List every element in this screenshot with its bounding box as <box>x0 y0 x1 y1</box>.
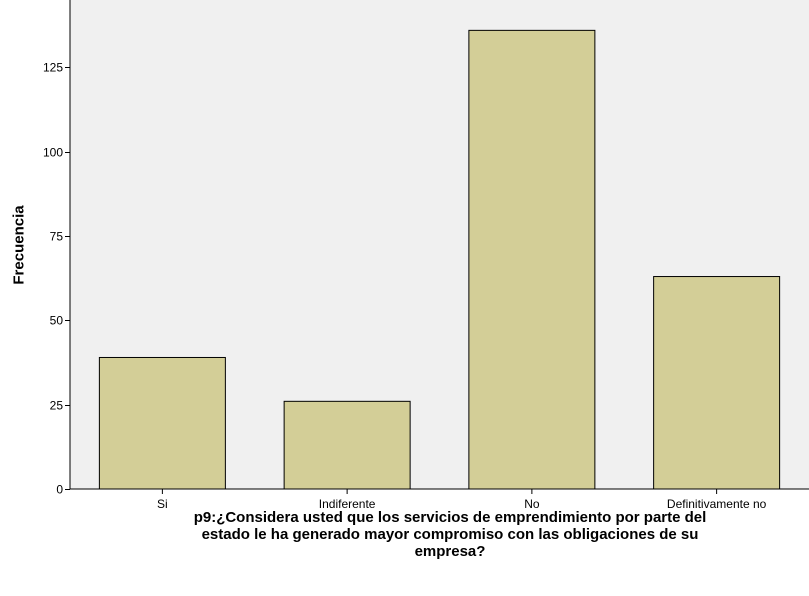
y-tick-label: 0 <box>56 483 63 497</box>
y-tick-label: 50 <box>50 314 64 328</box>
y-tick-label: 75 <box>50 230 64 244</box>
x-axis-label: p9:¿Considera usted que los servicios de… <box>110 509 790 560</box>
x-axis-label-line-3: empresa? <box>414 543 486 560</box>
bar <box>653 276 781 490</box>
x-tick-label: No <box>524 497 540 511</box>
y-tick-label: 25 <box>50 399 64 413</box>
x-axis-label-line-1: p9:¿Considera usted que los servicios de… <box>193 509 707 526</box>
x-tick-label: Si <box>157 497 168 511</box>
bar <box>98 356 226 490</box>
bar <box>468 29 596 490</box>
y-axis-label: Frecuencia <box>10 205 28 285</box>
x-tick-label: Definitivamente no <box>667 497 767 511</box>
x-axis-label-line-2: estado le ha generado mayor compromiso c… <box>201 526 699 543</box>
y-tick-label: 125 <box>43 61 63 75</box>
x-tick-label: Indiferente <box>319 497 376 511</box>
bar <box>283 400 411 490</box>
y-tick-label: 100 <box>43 146 63 160</box>
